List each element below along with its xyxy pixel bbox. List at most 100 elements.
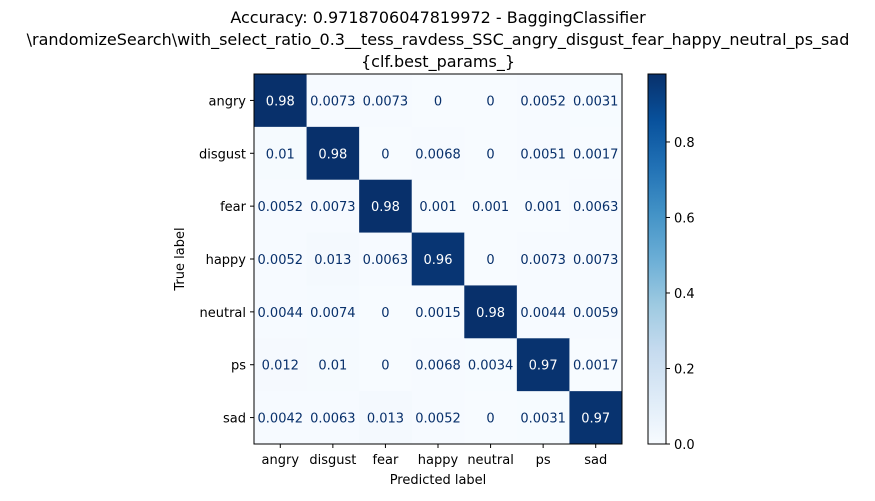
heatmap-cell [306, 285, 360, 339]
heatmap-cell [516, 338, 570, 392]
x-tick-label: sad [584, 453, 607, 468]
heatmap-cell [254, 179, 308, 234]
heatmap-cell [306, 126, 360, 181]
x-axis-label: Predicted label [390, 473, 487, 488]
heatmap-cell [411, 391, 465, 445]
y-tick-label: sad [223, 412, 246, 427]
cell-value-label: 0.0051 [520, 147, 566, 162]
title-line-1: Accuracy: 0.9718706047819972 - BaggingCl… [230, 8, 646, 27]
colorbar-tick-label: 0.6 [674, 211, 695, 226]
cell-value-label: 0.0044 [520, 306, 566, 321]
x-axis-ticks: angry disgust fear happy neutral ps sad [262, 444, 607, 468]
cell-value-label: 0.0034 [468, 359, 514, 374]
cell-value-label: 0.98 [266, 94, 295, 109]
cell-value-label: 0.0063 [310, 412, 356, 427]
cell-value-label: 0.001 [472, 200, 509, 215]
cell-value-label: 0.001 [525, 200, 562, 215]
heatmap-cell [464, 338, 518, 392]
heatmap-cell [359, 232, 413, 286]
heatmap-cell [306, 232, 360, 286]
colorbar-tick-label: 0.4 [674, 287, 695, 302]
heatmap-cell [569, 232, 623, 286]
cell-value-label: 0 [381, 359, 389, 374]
title-line-2: \randomizeSearch\with_select_ratio_0.3__… [27, 30, 850, 50]
heatmap-cell [464, 179, 518, 234]
cell-value-label: 0.0044 [258, 306, 304, 321]
heatmap-cell [569, 179, 623, 234]
cell-value-label: 0.0068 [415, 147, 461, 162]
heatmap-cell [464, 391, 518, 445]
chart-title: Accuracy: 0.9718706047819972 - BaggingCl… [27, 8, 850, 72]
colorbar-tick-label: 0.0 [674, 438, 695, 453]
colorbar-tick-label: 0.8 [674, 136, 695, 151]
cell-value-label: 0.0073 [520, 253, 566, 268]
heatmap-cell [411, 285, 465, 339]
heatmap-cell [359, 391, 413, 445]
heatmap-cells [254, 74, 623, 445]
x-tick-label: neutral [467, 453, 514, 468]
heatmap-cell [411, 126, 465, 181]
cell-value-label: 0 [486, 94, 494, 109]
heatmap-cell [254, 74, 308, 128]
heatmap-cell [516, 285, 570, 339]
cell-value-label: 0.0042 [258, 412, 304, 427]
cell-value-label: 0.001 [419, 200, 456, 215]
cell-value-label: 0 [486, 253, 494, 268]
cell-value-label: 0.01 [318, 359, 347, 374]
title-line-3: {clf.best_params_} [361, 52, 515, 72]
cell-value-label: 0 [381, 306, 389, 321]
colorbar-tick-label: 0.2 [674, 362, 695, 377]
y-tick-label: neutral [200, 306, 247, 321]
y-tick-label: fear [220, 200, 247, 215]
cell-value-label: 0.0052 [415, 412, 461, 427]
heatmap-cell [254, 391, 308, 445]
cell-value-label: 0 [486, 147, 494, 162]
cell-value-label: 0.98 [476, 306, 505, 321]
heatmap-cell [254, 232, 308, 286]
cell-value-label: 0.013 [367, 412, 404, 427]
colorbar-ticks: 0.0 0.2 0.4 0.6 0.8 [666, 136, 695, 453]
heatmap-cell [411, 232, 465, 286]
cell-value-label: 0.0031 [573, 94, 619, 109]
cell-value-label: 0.0073 [310, 94, 356, 109]
heatmap-cell [464, 74, 518, 128]
cell-value-label: 0.013 [314, 253, 351, 268]
heatmap-cell [254, 285, 308, 339]
y-tick-label: disgust [199, 147, 246, 162]
heatmap-cell [569, 74, 623, 128]
cell-value-label: 0.0059 [573, 306, 619, 321]
x-tick-label: angry [262, 453, 300, 468]
cell-value-label: 0.98 [371, 200, 400, 215]
heatmap-cell [411, 338, 465, 392]
cell-value-label: 0.0017 [573, 359, 619, 374]
heatmap-cell [359, 179, 413, 234]
heatmap-cell [359, 285, 413, 339]
x-tick-label: fear [372, 453, 399, 468]
heatmap-cell [569, 338, 623, 392]
cell-value-label: 0 [434, 94, 442, 109]
heatmap-cell [516, 391, 570, 445]
cell-value-label: 0.0052 [258, 200, 304, 215]
heatmap-cell [569, 391, 623, 445]
y-axis-label: True label [173, 227, 188, 291]
heatmap-cell [306, 179, 360, 234]
heatmap-cell [569, 126, 623, 181]
cell-value-label: 0.012 [262, 359, 299, 374]
cell-value-label: 0.0073 [363, 94, 409, 109]
cell-value-label: 0.0015 [415, 306, 461, 321]
heatmap-cell [516, 74, 570, 128]
cell-value-label: 0.0073 [310, 200, 356, 215]
heatmap-cell [306, 74, 360, 128]
heatmap-cell [516, 179, 570, 234]
cell-value-label: 0.0074 [310, 306, 356, 321]
heatmap-cell [359, 126, 413, 181]
heatmap-cell [464, 285, 518, 339]
heatmap-cell [516, 126, 570, 181]
heatmap-cell [411, 74, 465, 128]
x-tick-label: disgust [309, 453, 356, 468]
cell-value-label: 0.0073 [573, 253, 619, 268]
x-tick-label: ps [536, 453, 551, 468]
heatmap-cell [569, 285, 623, 339]
